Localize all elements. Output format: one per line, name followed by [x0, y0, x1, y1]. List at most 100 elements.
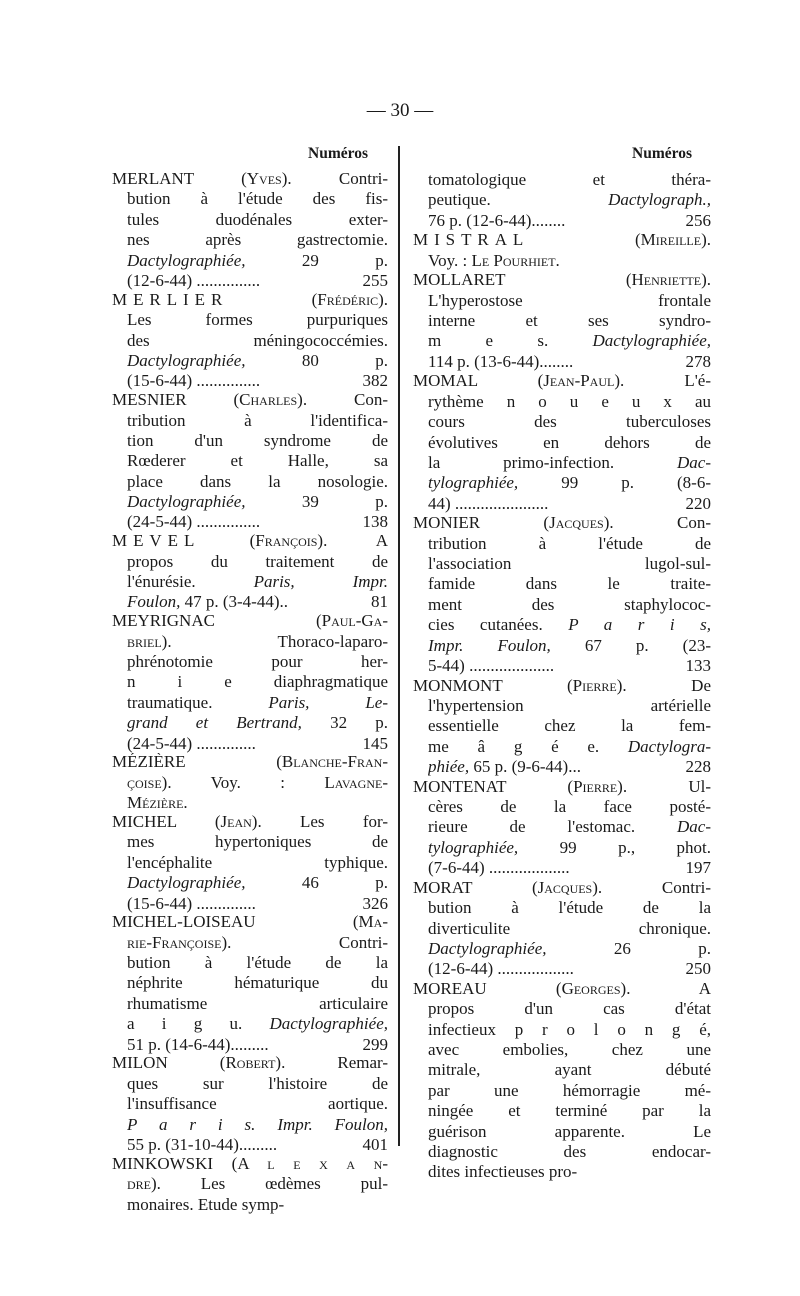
text-segment: peutique. — [428, 190, 609, 210]
line-text: mes hypertoniques de — [127, 833, 388, 853]
entry-line: des méningococcémies. — [112, 332, 388, 352]
entry-line: 5-44) .................... 133 — [413, 656, 711, 676]
small-caps-name: (Jacques) — [531, 877, 598, 897]
text-segment: la primo-infection. — [428, 452, 678, 472]
entry-head-line: MONIER (Jacques). Con- — [413, 513, 711, 533]
line-text: tion d'un syndrome de — [127, 432, 388, 452]
text-segment: . — [383, 290, 388, 309]
text-segment: guérison apparente. Le — [428, 1121, 711, 1141]
text-segment: . Con- — [302, 391, 388, 410]
small-caps-name: (Jean-Paul) — [537, 371, 621, 391]
italic-text: P a r i s. Impr. Foulon, — [127, 1115, 388, 1134]
entry-line: tribution à l'identifica- — [112, 412, 388, 432]
small-caps-name: çoise) — [127, 773, 168, 792]
small-caps-name: (Henriette) — [625, 270, 707, 290]
line-text: tomatologique et théra- — [428, 170, 711, 190]
text-segment: l'hypertension artérielle — [428, 695, 711, 715]
entry-line: dites infectieuses pro- — [413, 1162, 711, 1182]
line-text: dites infectieuses pro- — [428, 1162, 711, 1182]
entry-line: nes après gastrectomie. — [112, 231, 388, 251]
line-text: Les formes purpuriques — [127, 311, 388, 331]
text-segment: . Contri- — [287, 170, 388, 188]
line-text: 76 p. (12-6-44)........ — [428, 211, 671, 231]
entry-head-line: MILON (Robert). Remar- — [112, 1054, 388, 1074]
entry-line: (15-6-44) ............... 382 — [112, 372, 388, 391]
text-segment: diverticulite chronique. — [428, 918, 711, 938]
entry-line: a i g u. Dactylographiée, — [112, 1015, 388, 1035]
entry-line: 55 p. (31-10-44)......... 401 — [112, 1135, 388, 1155]
line-text: tribution à l'étude de — [428, 534, 711, 554]
text-segment: cies cutanées. — [428, 615, 569, 635]
text-segment: 76 p. (12-6-44)........ — [428, 210, 566, 230]
entry-head-line: MERLIER (Frédéric). — [112, 291, 388, 311]
text-segment: rieure de l'estomac. — [428, 817, 678, 837]
text-segment: (7-6-44) ................... — [428, 858, 570, 878]
text-segment: ques sur l'histoire de — [127, 1074, 388, 1093]
text-segment: avec embolies, chez une — [428, 1040, 711, 1060]
text-segment: par une hémorragie mé- — [428, 1080, 711, 1100]
text-segment: 47 p. (3-4-44).. — [180, 593, 289, 612]
entry-line: 114 p. (13-6-44)........ 278 — [413, 352, 711, 372]
text-segment: l'encéphalite typhique. — [127, 853, 388, 872]
entry-line: famide dans le traite- — [413, 574, 711, 594]
italic-text: tylographiée, — [428, 837, 519, 857]
text-segment: . — [706, 270, 711, 290]
line-text: MONTENAT (Pierre). Ul- — [413, 777, 711, 797]
entry-number: 228 — [685, 757, 712, 777]
entry-line: Dactylographiée, 29 p. — [112, 252, 388, 272]
entry-line: interne et ses syndro- — [413, 311, 711, 331]
entry-head-line: MORAT (Jacques). Contri- — [413, 878, 711, 898]
entry-line: l'association lugol-sul- — [413, 554, 711, 574]
text-segment: m e s. — [428, 331, 593, 351]
line-text: mitrale, ayant débuté — [428, 1060, 711, 1080]
text-segment: MORAT — [413, 877, 532, 897]
line-text: bution à l'étude de la — [428, 898, 711, 918]
small-caps-name: (A l e x a n- — [231, 1154, 388, 1173]
column-divider — [398, 146, 400, 1146]
line-text: tribution à l'identifica- — [127, 412, 388, 432]
entry-number: 133 — [685, 656, 712, 675]
line-text: (15-6-44) ............... — [127, 372, 348, 391]
line-text: bution à l'étude de la — [127, 954, 388, 974]
line-text: briel). Thoraco-laparo- — [127, 633, 388, 653]
entry-number: 138 — [362, 512, 389, 532]
line-text: avec embolies, chez une — [428, 1040, 711, 1060]
line-text: rythème n o u e u x au — [428, 392, 711, 412]
text-segment: diagnostic des endocar- — [428, 1142, 711, 1161]
line-text: place dans la nosologie. — [127, 473, 388, 493]
entry-line: dre). Les œdèmes pul- — [112, 1175, 388, 1195]
text-segment: MERLANT — [112, 170, 242, 188]
entry-line: tylographiée, 99 p., phot. — [413, 838, 711, 858]
entry-line: l'encéphalite typhique. — [112, 854, 388, 874]
italic-text: Dac- — [677, 452, 711, 472]
small-caps-name: (Yves) — [241, 170, 288, 188]
text-segment: l'énurésie. — [127, 573, 254, 592]
entry-line: ques sur l'histoire de — [112, 1075, 388, 1095]
line-text: infectieux p r o l o n g é, — [428, 1020, 711, 1040]
text-segment: l'association lugol-sul- — [428, 554, 711, 574]
line-text: (15-6-44) .............. — [127, 895, 348, 914]
entry-line: Mézière. — [112, 794, 388, 813]
text-segment: (24-5-44) .............. — [127, 734, 256, 753]
line-text: Foulon, 47 p. (3-4-44).. — [127, 593, 348, 612]
line-text: m e s. Dactylographiée, — [428, 331, 711, 351]
italic-text: Paris, Le- — [268, 693, 388, 712]
entry-line: cours des tuberculoses — [413, 412, 711, 432]
entry-line: tules duodénales exter- — [112, 211, 388, 231]
text-segment: 55 p. (31-10-44)......... — [127, 1136, 278, 1154]
text-segment: MONTENAT — [413, 776, 568, 796]
text-segment: 114 p. (13-6-44)........ — [428, 351, 574, 371]
line-text: guérison apparente. Le — [428, 1122, 711, 1142]
italic-text: Dactylographiée, — [127, 251, 246, 270]
text-segment: MESNIER — [112, 391, 234, 410]
line-text: me â g é e. Dactylogra- — [428, 737, 711, 757]
entry-line: diagnostic des endocar- — [413, 1142, 711, 1162]
small-caps-name: (Blanche-Fran- — [276, 753, 388, 772]
entry-line: traumatique. Paris, Le- — [112, 694, 388, 714]
line-text: MEVEL (François). A — [112, 532, 388, 552]
left-column: MERLANT (Yves). Contri-bution à l'étude … — [112, 170, 388, 1214]
text-segment: . Thoraco-laparo- — [167, 632, 388, 651]
line-text: 114 p. (13-6-44)........ — [428, 352, 671, 372]
line-text: Dactylographiée, 26 p. — [428, 939, 711, 959]
entry-line: Rœderer et Halle, sa — [112, 452, 388, 472]
